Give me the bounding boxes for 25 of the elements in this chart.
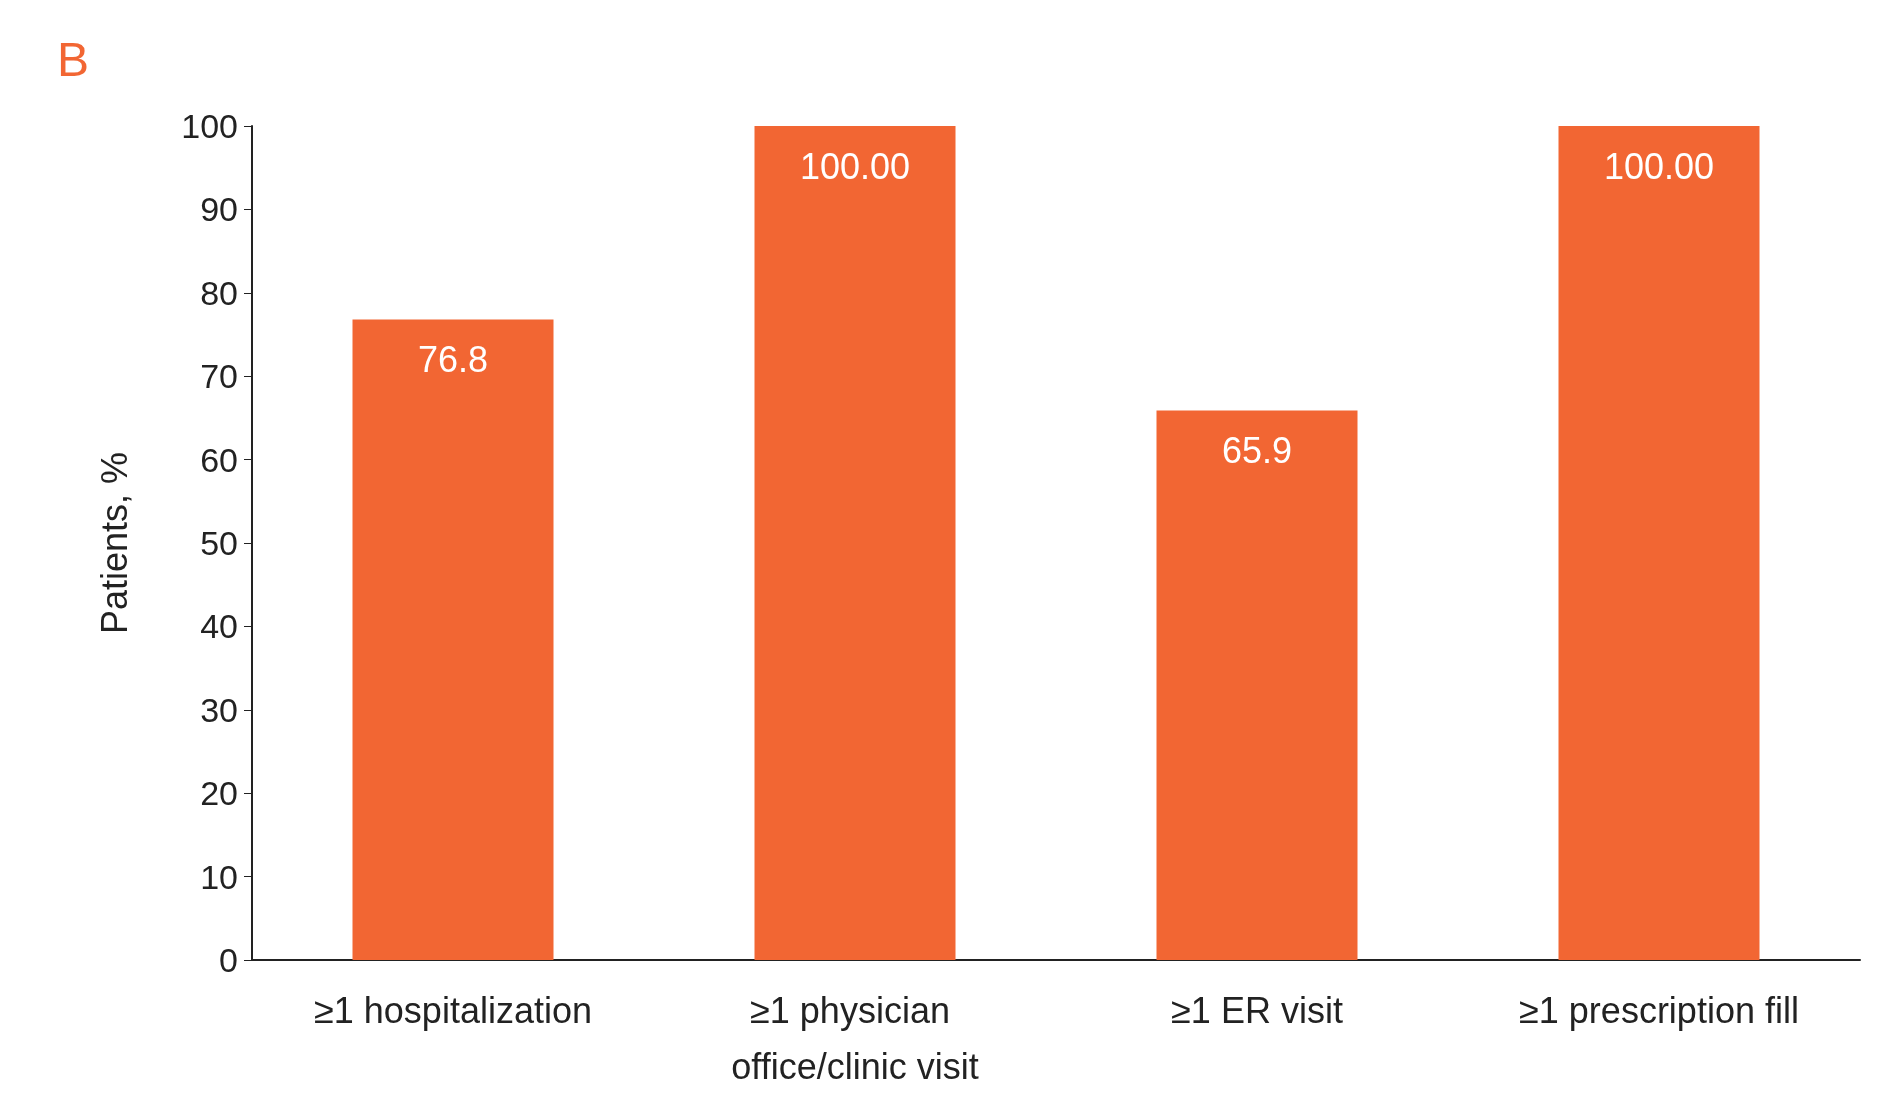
- x-tick-label: ≥1 physician office/clinic visit: [731, 989, 979, 1087]
- data-label: 100.00: [799, 145, 911, 187]
- y-tick-label: 40: [200, 607, 238, 646]
- bar: [1558, 126, 1760, 960]
- y-tick-label: 90: [200, 190, 238, 229]
- bar: [754, 126, 956, 960]
- y-tick-label: 30: [200, 690, 238, 729]
- x-tick-label: ≥1 prescription fill: [1519, 989, 1799, 1031]
- x-tick-label: ≥1 hospitalization: [314, 989, 592, 1031]
- data-label: 76.8: [417, 338, 489, 380]
- y-tick-label: 10: [200, 857, 238, 896]
- x-tick-label: ≥1 ER visit: [1171, 989, 1343, 1031]
- data-label: 100.00: [1603, 145, 1715, 187]
- y-tick-label: 50: [200, 524, 238, 562]
- y-tick-label: 70: [200, 357, 238, 396]
- y-tick-label: 20: [200, 774, 238, 813]
- bar: [1156, 410, 1358, 960]
- data-label: 65.9: [1221, 429, 1293, 471]
- y-tick-label: 80: [200, 273, 238, 312]
- y-axis-title: Patients, %: [93, 451, 135, 635]
- bar: [352, 319, 554, 960]
- y-tick-label: 100: [181, 107, 238, 145]
- chart-title: B: [57, 32, 90, 86]
- y-tick-label: 60: [200, 440, 238, 479]
- y-tick-label: 0: [219, 941, 238, 979]
